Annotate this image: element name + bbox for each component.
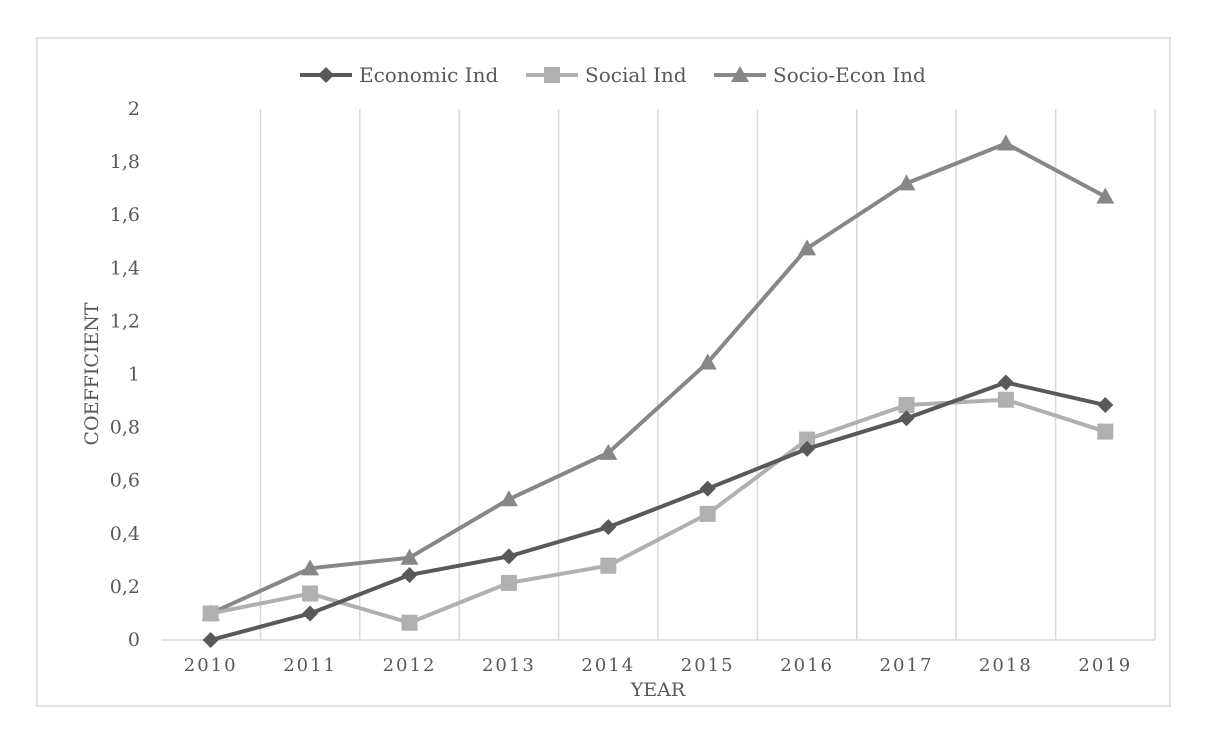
legend-item: Social Ind — [526, 63, 687, 87]
y-axis-ticks: 0 0,2 0,4 0,6 0,8 1 1,2 1,4 1,6 1,8 2 — [110, 98, 140, 651]
y-tick-label: 0,8 — [110, 417, 140, 439]
x-tick-label: 2014 — [581, 655, 635, 676]
data-point — [500, 548, 517, 565]
series-economic-ind — [202, 374, 1114, 648]
data-point — [1097, 397, 1114, 414]
data-point — [897, 174, 916, 191]
data-point — [600, 557, 617, 574]
y-tick-label: 0,4 — [110, 523, 140, 545]
x-tick-label: 2010 — [184, 655, 238, 676]
data-point — [996, 134, 1015, 151]
data-point — [400, 548, 419, 565]
series-line — [208, 380, 1108, 642]
data-point — [202, 605, 219, 622]
data-point — [898, 410, 915, 427]
data-point — [401, 614, 418, 631]
series-socio-econ-ind — [201, 134, 1115, 621]
y-tick-label: 0,6 — [110, 470, 140, 492]
y-tick-label: 1 — [128, 364, 140, 386]
x-tick-label: 2016 — [780, 655, 834, 676]
x-axis-ticks: 2010 2011 2012 2013 2014 2015 2016 2017 2018 2019 — [184, 655, 1132, 676]
legend-marker — [544, 67, 560, 83]
data-point — [202, 632, 219, 648]
legend-marker — [731, 66, 749, 82]
data-point — [799, 440, 816, 457]
data-point — [699, 505, 716, 522]
gridlines — [161, 109, 1156, 641]
series-lines — [201, 134, 1115, 648]
data-point — [302, 585, 319, 602]
data-point — [799, 431, 816, 448]
data-point — [500, 574, 517, 591]
data-point — [401, 566, 418, 583]
data-point — [599, 443, 618, 460]
y-tick-label: 1,6 — [110, 204, 140, 226]
data-point — [499, 490, 518, 507]
data-point — [1096, 187, 1115, 204]
data-point — [997, 374, 1014, 391]
legend-label: Social Ind — [585, 63, 687, 87]
y-tick-label: 1,2 — [110, 310, 140, 332]
chart-frame — [36, 37, 1171, 707]
y-tick-label: 1,4 — [110, 257, 140, 279]
y-tick-label: 0 — [128, 629, 140, 651]
y-tick-label: 0,2 — [110, 576, 140, 598]
legend: Economic Ind Social Ind Socio-Econ Ind — [300, 63, 926, 87]
data-point — [1097, 423, 1114, 440]
y-axis-title: COEFFICIENT — [81, 302, 103, 445]
data-point — [600, 519, 617, 536]
x-tick-label: 2012 — [383, 655, 437, 676]
data-point — [898, 397, 915, 414]
data-point — [698, 353, 717, 370]
x-tick-label: 2015 — [681, 655, 735, 676]
series-line — [208, 141, 1108, 616]
legend-label: Socio-Econ Ind — [773, 63, 926, 87]
legend-item: Socio-Econ Ind — [714, 63, 926, 87]
x-tick-label: 2011 — [283, 655, 337, 676]
x-tick-label: 2017 — [880, 655, 934, 676]
x-axis-title: YEAR — [630, 679, 686, 701]
x-tick-label: 2013 — [482, 655, 536, 676]
data-point — [798, 239, 817, 256]
legend-label: Economic Ind — [359, 63, 498, 87]
data-point — [699, 480, 716, 497]
x-tick-label: 2019 — [1078, 655, 1132, 676]
y-tick-label: 1,8 — [110, 151, 140, 173]
x-tick-label: 2018 — [979, 655, 1033, 676]
legend-item: Economic Ind — [300, 63, 498, 87]
data-point — [301, 559, 320, 576]
data-point — [302, 605, 319, 622]
legend-marker — [318, 67, 334, 83]
data-point — [997, 391, 1014, 408]
y-tick-label: 2 — [128, 98, 140, 120]
